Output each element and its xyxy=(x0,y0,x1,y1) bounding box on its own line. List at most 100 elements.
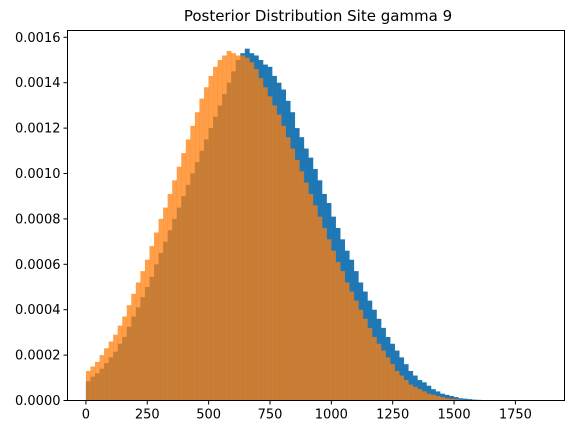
histogram-bar xyxy=(340,271,346,401)
histogram-bar xyxy=(262,87,268,401)
histogram-bar xyxy=(299,171,305,401)
histogram-bar xyxy=(144,259,150,401)
histogram-bar xyxy=(453,397,459,401)
histogram-bar xyxy=(371,336,377,401)
histogram-bar xyxy=(163,207,168,401)
histogram-bar xyxy=(381,350,386,401)
histogram-bar xyxy=(208,75,214,401)
histogram-bar xyxy=(108,341,114,401)
histogram-bar xyxy=(303,182,309,401)
histogram-bar xyxy=(444,394,450,401)
chart-title: Posterior Distribution Site gamma 9 xyxy=(184,7,452,25)
x-tick-label: 1000 xyxy=(315,408,348,423)
histogram-bar xyxy=(399,375,405,401)
y-tick-label: 0.0002 xyxy=(15,349,61,364)
y-tick-label: 0.0014 xyxy=(15,76,61,91)
histogram-bar xyxy=(403,380,409,401)
y-tick-label: 0.0012 xyxy=(15,122,61,137)
x-axis: 0 250 500 750 1000 1250 1500 1750 xyxy=(82,400,532,423)
histogram-bar xyxy=(322,227,327,401)
histogram-bar xyxy=(421,391,427,401)
histogram-bar xyxy=(140,271,146,401)
plot-frame xyxy=(67,30,565,401)
bars-layer xyxy=(85,48,545,401)
histogram-bar xyxy=(131,293,137,401)
histogram-bar xyxy=(458,398,464,401)
histogram-bar xyxy=(430,394,436,401)
histogram-bar xyxy=(326,239,332,401)
histogram-bar xyxy=(394,370,400,401)
histogram-bar xyxy=(167,193,173,401)
histogram-bar xyxy=(249,62,255,401)
y-tick-label: 0.0010 xyxy=(15,167,61,182)
histogram-bar xyxy=(285,137,291,401)
histogram-bar xyxy=(312,205,318,401)
histogram-bar xyxy=(462,398,468,401)
histogram-bar xyxy=(449,398,454,401)
histogram-bar xyxy=(331,250,336,401)
y-tick-label: 0.0004 xyxy=(15,303,61,318)
histogram-bar xyxy=(421,382,427,401)
histogram-bar xyxy=(213,66,218,401)
x-tick-label: 1750 xyxy=(499,408,532,423)
histogram-bar xyxy=(335,262,341,401)
histogram-bar xyxy=(385,357,391,401)
histogram-bar xyxy=(190,125,196,401)
histogram-bar xyxy=(426,393,432,401)
histogram-bar xyxy=(417,389,423,401)
histogram-bar xyxy=(317,216,323,401)
histogram-bar xyxy=(235,55,241,401)
histogram-bar xyxy=(244,57,250,401)
x-tick-label: 1500 xyxy=(438,408,471,423)
x-tick-label: 750 xyxy=(258,408,283,423)
histogram-bar xyxy=(181,153,187,401)
x-tick-label: 1250 xyxy=(376,408,409,423)
histogram-bar xyxy=(217,60,223,401)
histogram-bar xyxy=(449,395,454,401)
histogram-bar xyxy=(267,96,273,401)
histogram-bar xyxy=(367,327,373,401)
histogram-bar xyxy=(426,385,432,401)
histogram-bar xyxy=(85,370,91,401)
y-tick-label: 0.0000 xyxy=(15,394,61,409)
histogram-bar xyxy=(308,193,314,401)
histogram-bar xyxy=(172,180,178,401)
histogram-bar xyxy=(430,389,436,401)
histogram-bar xyxy=(104,348,109,401)
histogram-bar xyxy=(149,246,155,401)
histogram-bar xyxy=(412,386,418,401)
histogram-bar xyxy=(408,384,414,401)
histogram-bar xyxy=(185,139,191,401)
histogram-bar xyxy=(194,112,200,401)
histogram-bar xyxy=(453,399,459,401)
histogram-bar xyxy=(281,125,286,401)
x-tick-label: 500 xyxy=(196,408,221,423)
histogram-bar xyxy=(390,364,395,401)
histogram-bar xyxy=(435,395,441,401)
y-tick-label: 0.0006 xyxy=(15,258,61,273)
histogram-bar xyxy=(158,218,164,401)
histogram-bar xyxy=(90,366,96,401)
histogram-bar xyxy=(199,98,205,401)
histogram-bar xyxy=(444,398,450,401)
histogram-bar xyxy=(231,53,237,401)
histogram-bar xyxy=(362,318,368,401)
histogram-bar xyxy=(135,282,141,401)
histogram-bar xyxy=(94,361,100,401)
histogram-bar xyxy=(122,316,128,401)
histogram-bar xyxy=(222,55,227,401)
histogram-bar xyxy=(203,87,209,401)
histogram-bar xyxy=(226,50,232,401)
histogram-bar xyxy=(154,232,159,401)
histogram-bar xyxy=(440,397,445,401)
histogram-bar xyxy=(353,300,359,401)
y-tick-label: 0.0008 xyxy=(15,212,61,227)
x-tick-label: 0 xyxy=(82,408,90,423)
histogram-bar xyxy=(117,325,123,401)
x-tick-label: 250 xyxy=(135,408,160,423)
histogram-bar xyxy=(272,105,277,401)
histogram-bar xyxy=(358,309,364,401)
histogram-bar xyxy=(276,114,282,401)
histogram-bar xyxy=(349,291,355,401)
